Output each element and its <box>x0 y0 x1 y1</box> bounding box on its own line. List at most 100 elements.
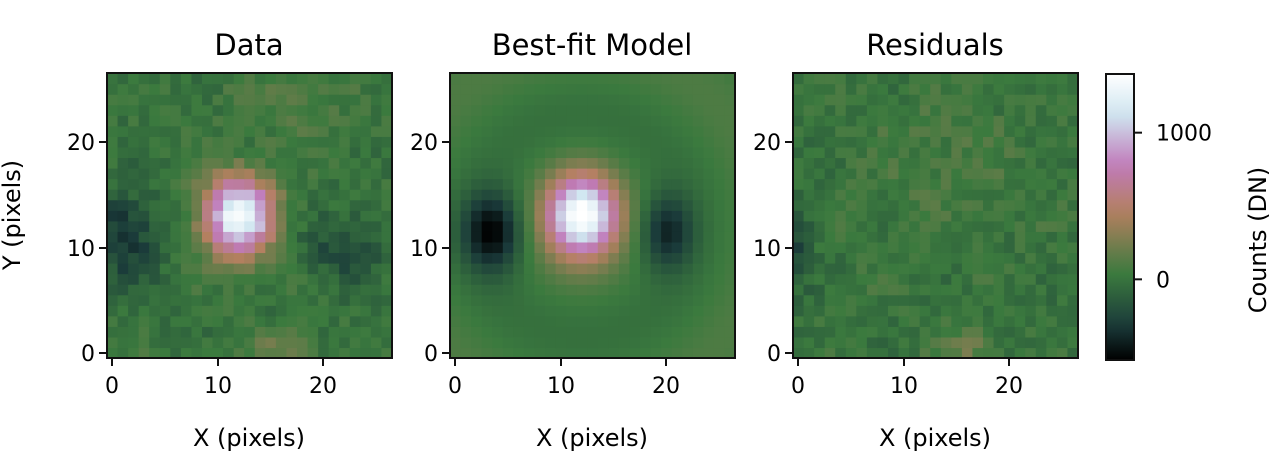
heatmap-cell <box>961 178 974 190</box>
heatmap-cell <box>339 199 351 211</box>
heatmap-cell <box>877 125 889 137</box>
heatmap-cell <box>233 315 245 327</box>
heatmap-cell <box>961 273 974 285</box>
heatmap-cell <box>471 104 483 116</box>
heatmap-cell <box>909 210 921 222</box>
heatmap-cell <box>608 157 620 169</box>
heatmap-cell <box>888 104 900 116</box>
heatmap-cell <box>492 115 504 127</box>
heatmap-cell <box>138 157 150 169</box>
heatmap-cell <box>703 210 715 222</box>
heatmap-cell <box>1056 284 1069 296</box>
heatmap-cell <box>450 294 462 306</box>
heatmap-cell <box>128 294 140 306</box>
heatmap-cell <box>286 115 298 127</box>
heatmap-cell <box>254 199 266 211</box>
heatmap-cell <box>545 189 557 201</box>
heatmap-cell <box>661 115 673 127</box>
y-ticks: 0 10 20 <box>410 131 450 367</box>
heatmap-cell <box>360 136 372 148</box>
heatmap-cell <box>877 146 889 159</box>
heatmap-cell <box>286 252 298 264</box>
heatmap-cell <box>713 263 726 275</box>
heatmap-cell <box>555 326 567 338</box>
heatmap-cell <box>128 168 140 180</box>
heatmap-cell <box>360 168 372 180</box>
heatmap-cell <box>117 305 129 317</box>
heatmap-cell <box>128 178 140 190</box>
heatmap-cell <box>1004 146 1016 159</box>
heatmap-cell <box>460 284 472 296</box>
heatmap-cell <box>930 136 942 148</box>
heatmap-cell <box>640 326 652 338</box>
heatmap-cell <box>275 305 288 317</box>
heatmap-cell <box>888 252 900 264</box>
heatmap-cell <box>1004 189 1016 201</box>
heatmap-cell <box>318 347 330 359</box>
heatmap-cell <box>1004 83 1016 95</box>
heatmap-cell <box>471 210 483 222</box>
heatmap-cell <box>608 168 620 180</box>
heatmap-cell <box>909 168 921 180</box>
heatmap-cell <box>233 210 245 222</box>
heatmap-cell <box>191 305 203 317</box>
heatmap-cell <box>191 189 203 201</box>
heatmap-cell <box>534 94 546 106</box>
heatmap-cell <box>534 83 546 95</box>
heatmap-cell <box>254 178 266 190</box>
heatmap-cell <box>909 220 921 232</box>
heatmap-cell <box>107 273 119 285</box>
heatmap-cell <box>555 210 567 222</box>
heatmap-cell <box>629 146 641 159</box>
heatmap-cell <box>866 263 879 275</box>
y-tick-label: 0 <box>424 342 438 367</box>
heatmap-cell <box>523 347 536 359</box>
heatmap-cell <box>793 315 805 327</box>
heatmap-cell <box>671 326 683 338</box>
heatmap-cell <box>149 104 161 116</box>
heatmap-cell <box>930 210 942 222</box>
heatmap-cell <box>608 294 620 306</box>
heatmap-cell <box>724 83 736 95</box>
heatmap-cell <box>661 199 673 211</box>
heatmap-cell <box>328 125 340 137</box>
heatmap-cell <box>370 157 383 169</box>
heatmap-cell <box>993 252 1005 264</box>
heatmap-cell <box>961 252 974 264</box>
heatmap-cell <box>597 263 609 275</box>
heatmap-cell <box>170 146 182 159</box>
heatmap-cell <box>117 210 129 222</box>
heatmap-cell <box>502 94 514 106</box>
heatmap-cell <box>1004 326 1016 338</box>
heatmap-cell <box>212 83 224 95</box>
heatmap-cell <box>671 284 683 296</box>
heatmap-cell <box>450 273 462 285</box>
heatmap-cell <box>972 273 984 285</box>
heatmap-cell <box>814 273 826 285</box>
heatmap-cell <box>318 231 330 243</box>
heatmap-cell <box>803 210 815 222</box>
heatmap-cell <box>360 273 372 285</box>
heatmap-cell <box>713 83 726 95</box>
heatmap-cell <box>513 220 525 232</box>
heatmap-cell <box>265 305 277 317</box>
heatmap-cell <box>1025 284 1037 296</box>
heatmap-cell <box>951 294 963 306</box>
heatmap-cell <box>793 263 805 275</box>
heatmap-cell <box>671 347 683 359</box>
heatmap-cell <box>1067 83 1079 95</box>
heatmap-cell <box>545 168 557 180</box>
heatmap-cell <box>128 252 140 264</box>
heatmap-cell <box>481 294 493 306</box>
heatmap-cell <box>471 263 483 275</box>
heatmap-cell <box>107 336 119 349</box>
heatmap-cell <box>275 115 288 127</box>
heatmap-cell <box>919 104 931 116</box>
heatmap-cell <box>909 94 921 106</box>
heatmap-cell <box>339 83 351 95</box>
heatmap-cell <box>824 263 836 275</box>
heatmap-cell <box>650 168 662 180</box>
heatmap-cell <box>191 210 203 222</box>
heatmap-cell <box>275 294 288 306</box>
heatmap-cell <box>513 136 525 148</box>
